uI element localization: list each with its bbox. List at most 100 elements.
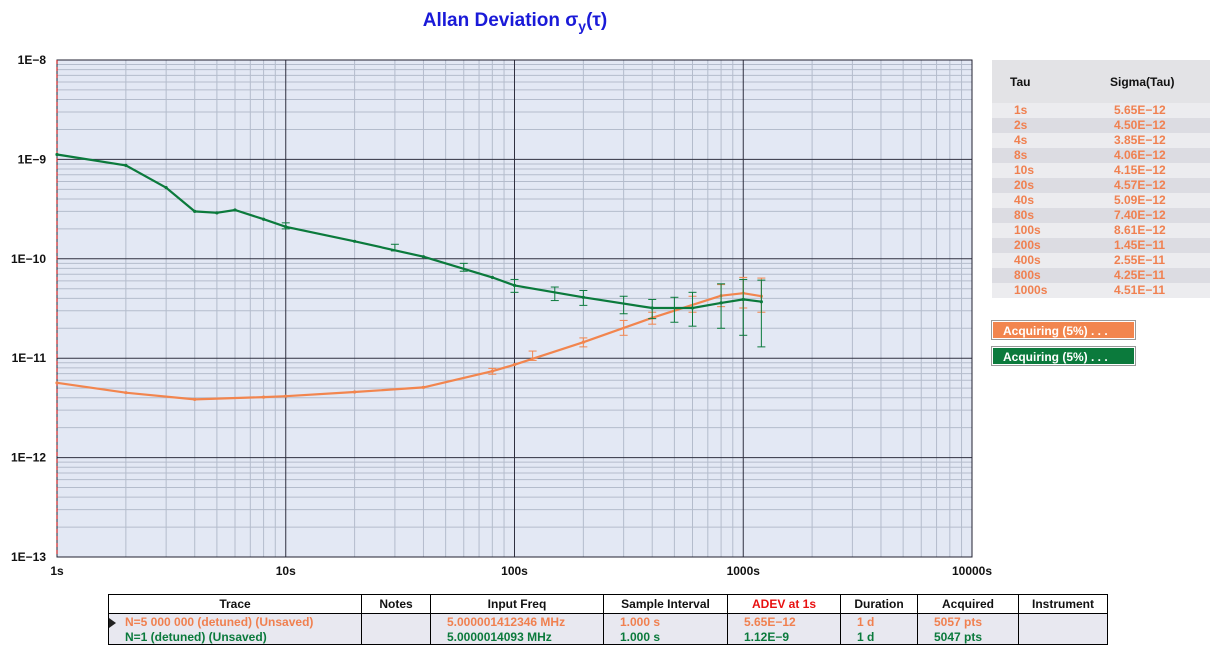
sigma-row-value: 8.61E−12 [1114, 223, 1166, 237]
trace-duration: 1 d [840, 629, 918, 645]
sigma-row-tau: 100s [1014, 223, 1041, 237]
y-tick-label: 1E−12 [11, 451, 46, 465]
series-point [650, 306, 654, 310]
sigma-row-tau: 400s [1014, 253, 1041, 267]
trace-name: N=5 000 000 (detuned) (Unsaved) [108, 613, 362, 629]
sigma-row-tau: 80s [1014, 208, 1035, 222]
series-line-green [56, 153, 762, 310]
series-point [233, 208, 237, 212]
sigma-row: 40s 5.09E−12 [992, 193, 1210, 208]
trace-name: N=1 (detuned) (Unsaved) [108, 629, 362, 645]
series-line-orange [56, 292, 762, 401]
sigma-row-tau: 800s [1014, 268, 1041, 282]
series-point [421, 255, 426, 259]
header-tau: Tau [1010, 74, 1031, 89]
series-point [353, 239, 357, 243]
sigma-row-tau: 1s [1014, 103, 1028, 117]
current-trace-arrow-icon [109, 618, 116, 628]
status-orange-acquiring[interactable]: Acquiring (5%) . . . [991, 320, 1136, 340]
header-adev: ADEV at 1s [727, 594, 841, 614]
series-point [193, 397, 197, 402]
sigma-row: 8s 4.06E−12 [992, 148, 1210, 163]
series-point [55, 381, 59, 385]
sigma-table: Tau Sigma(Tau) 1s 5.65E−12 2s 4.50E−12 4s 3.8… [992, 60, 1210, 298]
trace-row-green[interactable]: N=1 (detuned) (Unsaved) 5.0000014093 MHz… [108, 629, 1108, 645]
title-main: Allan Deviation σ [422, 10, 579, 31]
sigma-row-tau: 1000s [1014, 283, 1048, 297]
sigma-table-header: Tau Sigma(Tau) [992, 60, 1210, 103]
sigma-row-value: 4.57E−12 [1114, 178, 1166, 192]
series-point [215, 211, 219, 215]
adev-plot: 1s 10s 100s 1000s 10000s 1E−8 1E−9 1E−10 1E−11 1E… [11, 53, 992, 578]
series-point [55, 152, 59, 157]
series-point [512, 283, 517, 288]
trace-instrument [1018, 629, 1108, 645]
series-point [512, 363, 517, 367]
trace-info-table: Trace Notes Input Freq Sample Interval A… [108, 594, 1108, 645]
series-point [124, 391, 128, 395]
x-tick-label: 100s [501, 564, 528, 578]
series-point [284, 394, 288, 398]
header-acquired: Acquired [917, 594, 1019, 614]
sigma-row-value: 5.65E−12 [1114, 103, 1166, 117]
sigma-row-value: 3.85E−12 [1114, 133, 1166, 147]
sigma-row-value: 7.40E−12 [1114, 208, 1166, 222]
trace-instrument [1018, 613, 1108, 629]
sigma-row-value: 1.45E−11 [1114, 238, 1166, 252]
sigma-row-tau: 200s [1014, 238, 1041, 252]
sigma-row-value: 4.15E−12 [1114, 163, 1166, 177]
header-duration: Duration [840, 594, 918, 614]
header-sample-interval: Sample Interval [603, 594, 728, 614]
sigma-row-tau: 8s [1014, 148, 1028, 162]
x-tick-label: 10000s [952, 564, 992, 578]
series-point [193, 209, 197, 213]
sigma-row-tau: 10s [1014, 163, 1035, 177]
series-point [581, 340, 585, 344]
x-tick-label: 1s [50, 564, 64, 578]
sigma-row-value: 4.25E−11 [1114, 268, 1166, 282]
series-point [759, 300, 763, 304]
series-point [124, 163, 128, 168]
series-point [353, 390, 357, 394]
series-point [490, 275, 494, 279]
trace-acquired: 5047 pts [917, 629, 1019, 645]
sigma-row: 20s 4.57E−12 [992, 178, 1210, 193]
sigma-row: 80s 7.40E−12 [992, 208, 1210, 223]
series-point [719, 301, 723, 305]
sigma-row: 200s 1.45E−11 [992, 238, 1210, 253]
trace-interval: 1.000 s [603, 613, 728, 629]
trace-adev: 1.12E−9 [727, 629, 841, 645]
series-point [421, 385, 426, 389]
sigma-row: 4s 3.85E−12 [992, 133, 1210, 148]
sigma-row-value: 4.50E−12 [1114, 118, 1166, 132]
header-input-freq: Input Freq [430, 594, 604, 614]
sigma-row: 2s 4.50E−12 [992, 118, 1210, 133]
header-instrument: Instrument [1018, 594, 1108, 614]
sigma-row: 10s 4.15E−12 [992, 163, 1210, 178]
y-tick-label: 1E−11 [12, 351, 47, 365]
series-point [490, 369, 494, 373]
trace-notes [361, 613, 431, 629]
y-tick-label: 1E−8 [18, 53, 47, 67]
y-tick-label: 1E−10 [11, 252, 46, 266]
chart-title: Allan Deviation σy(τ) [380, 10, 650, 34]
title-suffix: (τ) [586, 10, 608, 31]
sigma-row-value: 4.51E−11 [1114, 283, 1166, 297]
header-sigma: Sigma(Tau) [1110, 74, 1175, 89]
title-subscript: y [578, 17, 587, 34]
sigma-row: 1s 5.65E−12 [992, 103, 1210, 118]
sigma-row: 800s 4.25E−11 [992, 268, 1210, 283]
sigma-row-tau: 2s [1014, 118, 1028, 132]
trace-row-orange[interactable]: N=5 000 000 (detuned) (Unsaved) 5.000001… [108, 613, 1108, 629]
x-tick-label: 10s [276, 564, 296, 578]
trace-interval: 1.000 s [603, 629, 728, 645]
sigma-row: 100s 8.61E−12 [992, 223, 1210, 238]
trace-freq: 5.000001412346 MHz [430, 613, 604, 629]
series-point [261, 395, 266, 399]
trace-duration: 1 d [840, 613, 918, 629]
x-tick-label: 1000s [727, 564, 761, 578]
status-green-acquiring[interactable]: Acquiring (5%) . . . [991, 346, 1136, 366]
header-notes: Notes [361, 594, 431, 614]
sigma-row: 400s 2.55E−11 [992, 253, 1210, 268]
header-trace: Trace [108, 594, 362, 614]
